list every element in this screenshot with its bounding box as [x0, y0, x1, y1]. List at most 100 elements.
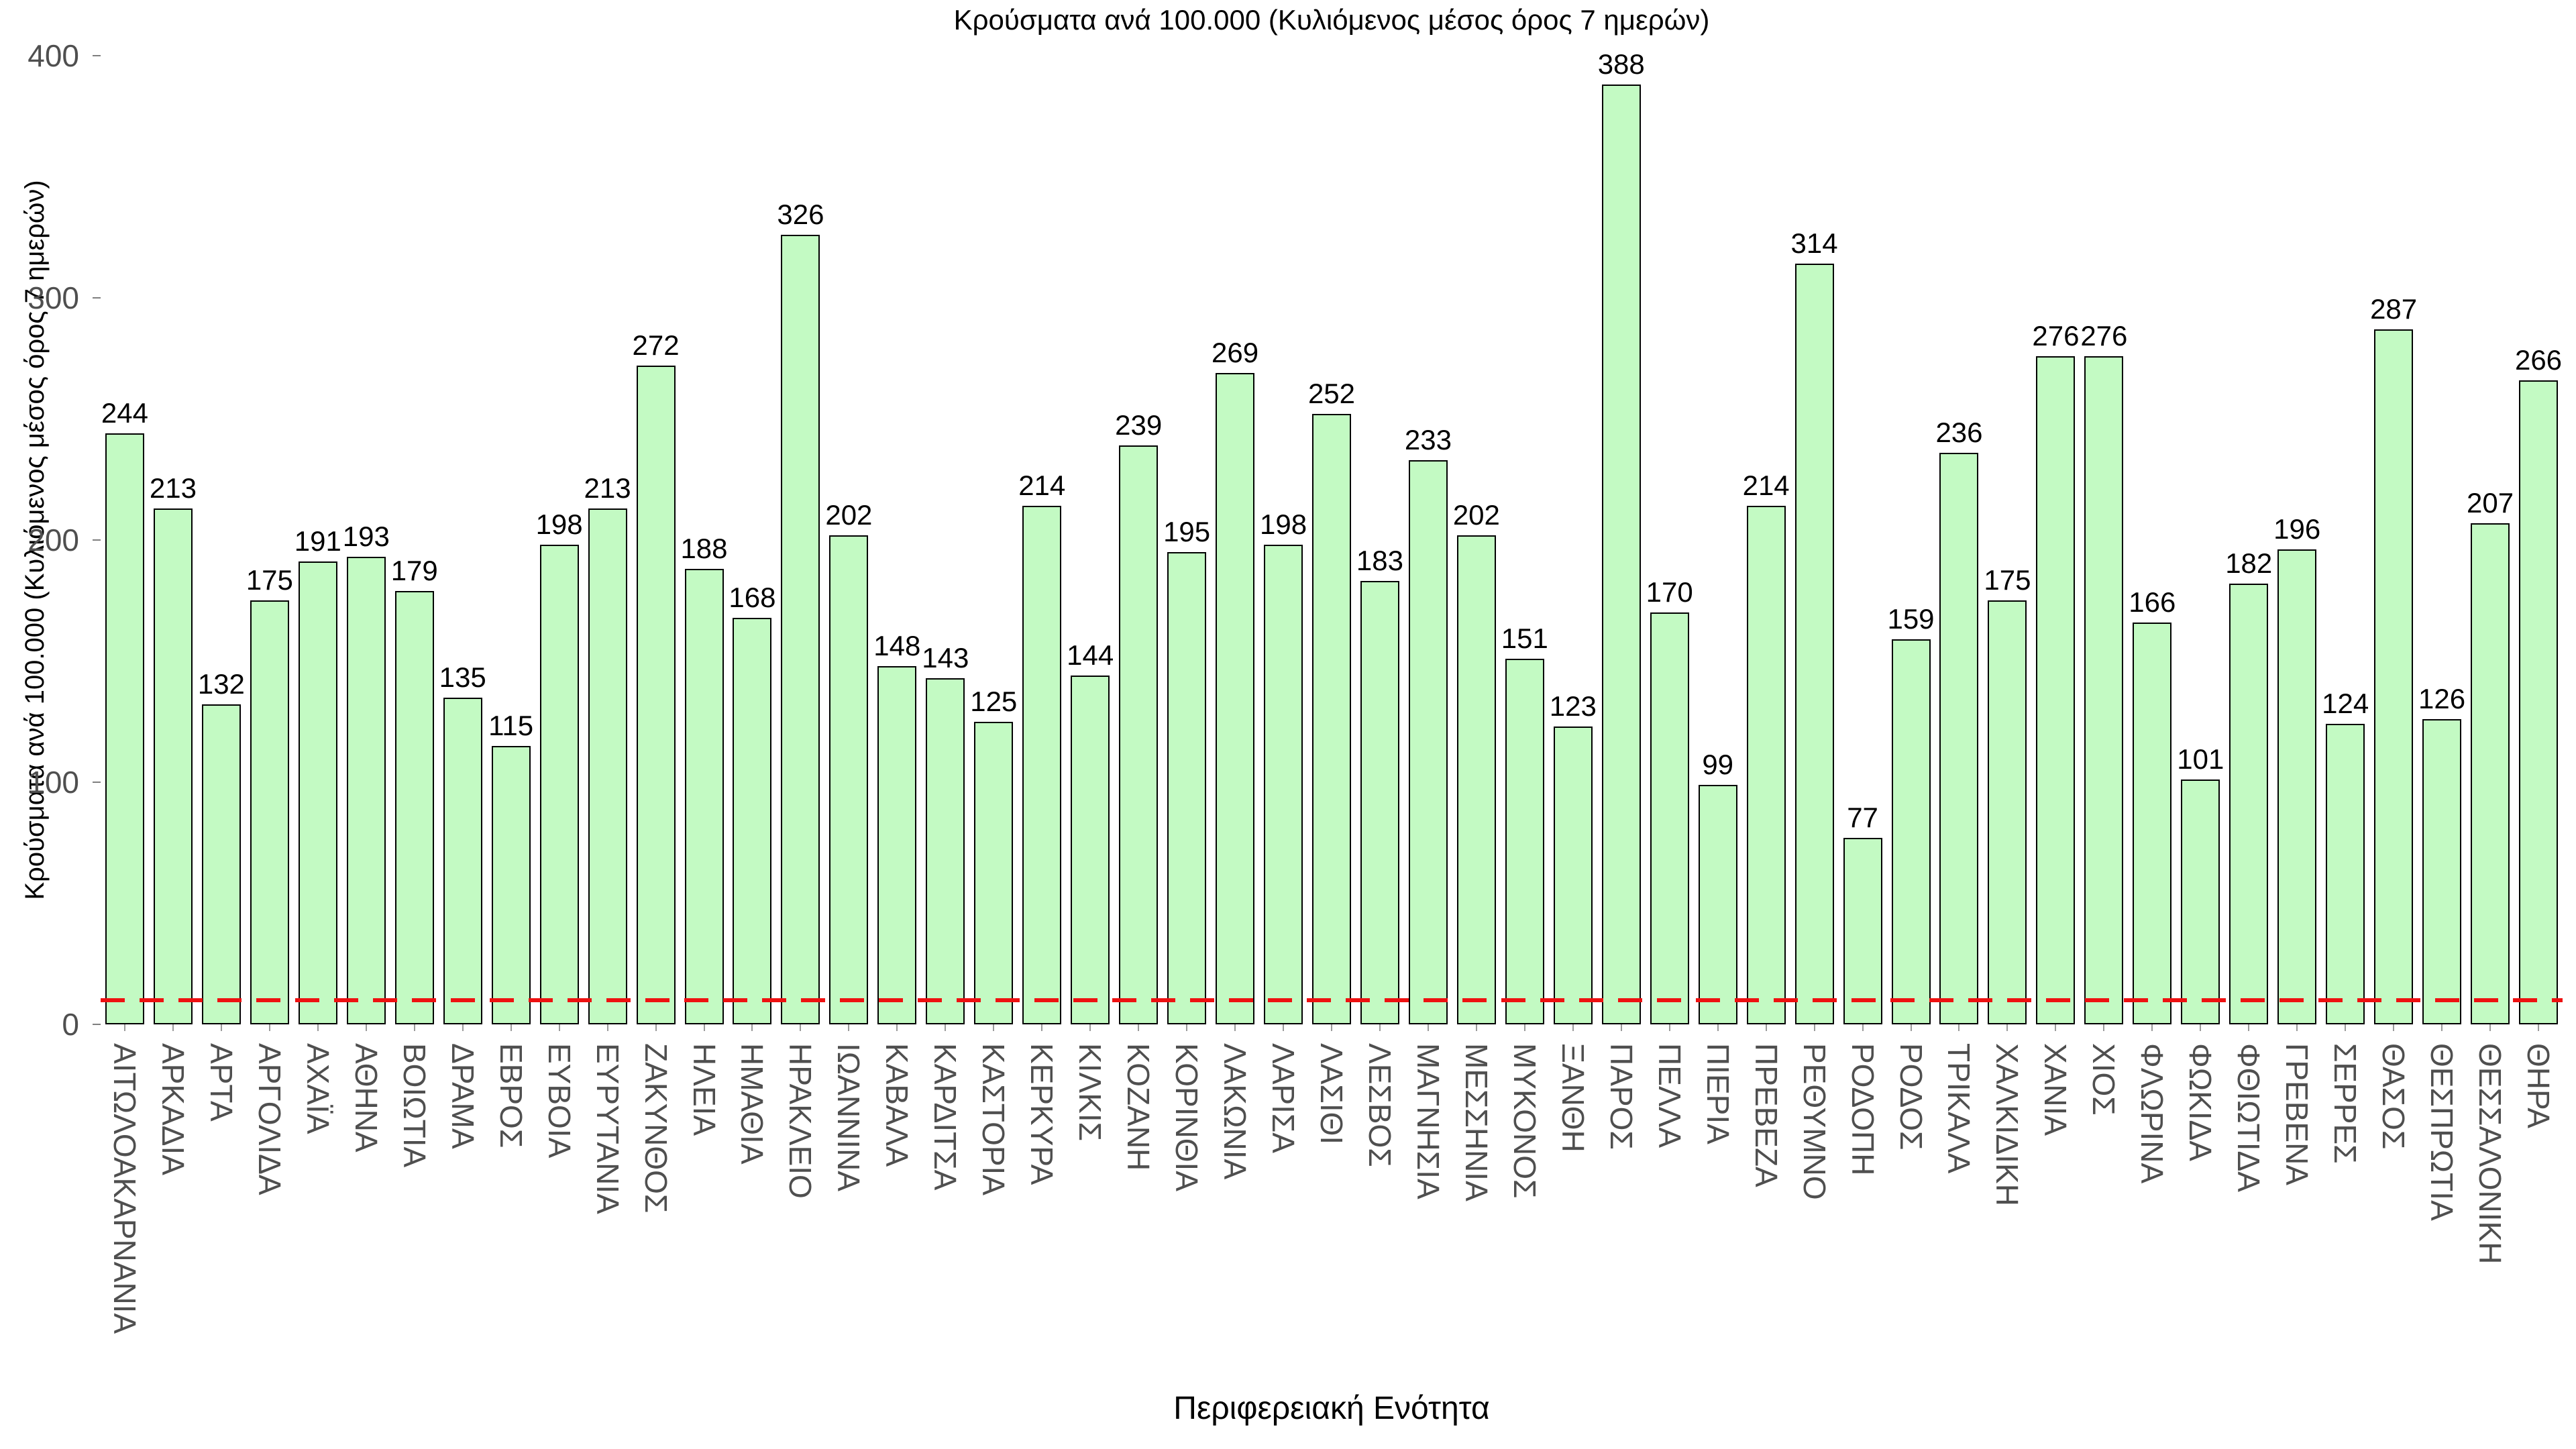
- bar-value-label: 326: [777, 199, 824, 231]
- x-tick-label: ΚΟΡΙΝΘΙΑ: [1169, 1043, 1205, 1191]
- bar-value-label: 148: [873, 629, 921, 661]
- x-tick-mark: [945, 1024, 947, 1031]
- x-tick-mark: [2393, 1024, 2395, 1031]
- bar-value-label: 143: [922, 641, 969, 674]
- y-tick-label: 400: [28, 38, 79, 73]
- bar: [636, 366, 676, 1024]
- bar: [926, 678, 965, 1024]
- bar: [1843, 838, 1882, 1024]
- x-tick-mark: [993, 1024, 995, 1031]
- x-tick-mark: [1910, 1024, 1912, 1031]
- x-tick-mark: [703, 1024, 705, 1031]
- bar-value-label: 276: [2032, 319, 2080, 352]
- x-tick-label: ΔΡΑΜΑ: [445, 1043, 480, 1149]
- x-tick-mark: [1668, 1024, 1670, 1031]
- x-tick-label: ΜΥΚΟΝΟΣ: [1507, 1043, 1542, 1199]
- bar-value-label: 213: [584, 472, 631, 504]
- x-tick-mark: [2296, 1024, 2298, 1031]
- x-tick-label: ΞΑΝΘΗ: [1555, 1043, 1591, 1152]
- x-tick-mark: [2248, 1024, 2250, 1031]
- bar-value-label: 124: [2322, 688, 2369, 720]
- x-tick-label: ΗΛΕΙΑ: [686, 1043, 722, 1136]
- x-tick-mark: [1572, 1024, 1574, 1031]
- x-tick-mark: [1186, 1024, 1188, 1031]
- y-tick-mark: [93, 782, 101, 783]
- x-tick-mark: [1089, 1024, 1091, 1031]
- x-tick-label: ΕΥΡΥΤΑΝΙΑ: [590, 1043, 625, 1214]
- y-tick-label: 300: [28, 280, 79, 315]
- bar: [829, 535, 869, 1024]
- x-tick-label: ΧΑΝΙΑ: [2038, 1043, 2074, 1136]
- x-tick-label: ΙΩΑΝΝΙΝΑ: [831, 1043, 867, 1191]
- x-tick-label: ΛΑΡΙΣΑ: [1266, 1043, 1301, 1153]
- x-tick-label: ΜΕΣΣΗΝΙΑ: [1458, 1043, 1494, 1201]
- x-tick-mark: [510, 1024, 512, 1031]
- bar: [1746, 506, 1786, 1024]
- x-tick-mark: [317, 1024, 319, 1031]
- bar: [539, 545, 579, 1024]
- x-tick-mark: [1958, 1024, 1960, 1031]
- bar-value-label: 269: [1212, 336, 1259, 368]
- x-tick-label: ΑΙΤΩΛΟΑΚΑΡΝΑΝΙΑ: [107, 1043, 142, 1334]
- x-tick-label: ΚΑΣΤΟΡΙΑ: [976, 1043, 1012, 1195]
- x-tick-label: ΛΑΣΙΘΙ: [1314, 1043, 1349, 1145]
- bar: [1553, 726, 1593, 1024]
- x-tick-mark: [413, 1024, 415, 1031]
- x-tick-mark: [1717, 1024, 1719, 1031]
- x-tick-mark: [2538, 1024, 2540, 1031]
- threshold-line: [101, 998, 2563, 1002]
- x-tick-label: ΘΗΡΑ: [2521, 1043, 2557, 1128]
- x-tick-mark: [123, 1024, 125, 1031]
- x-tick-label: ΑΡΓΟΛΙΔΑ: [252, 1043, 287, 1195]
- x-tick-label: ΗΡΑΚΛΕΙΟ: [783, 1043, 818, 1199]
- x-tick-mark: [896, 1024, 898, 1031]
- x-tick-label: ΚΙΛΚΙΣ: [1073, 1043, 1108, 1142]
- bar-value-label: 244: [101, 397, 148, 429]
- x-tick-label: ΠΡΕΒΕΖΑ: [1748, 1043, 1784, 1187]
- bar: [1360, 581, 1399, 1024]
- x-tick-label: ΑΡΚΑΔΙΑ: [155, 1043, 191, 1175]
- bar-value-label: 207: [2467, 486, 2514, 519]
- x-tick-label: ΡΕΘΥΜΝΟ: [1796, 1043, 1832, 1200]
- bar: [1601, 85, 1641, 1024]
- bar: [443, 697, 482, 1024]
- bar-value-label: 179: [390, 554, 438, 586]
- bar-value-label: 191: [294, 525, 341, 557]
- x-tick-mark: [655, 1024, 657, 1031]
- y-tick-label: 100: [28, 765, 79, 800]
- bar: [877, 665, 917, 1024]
- bar-value-label: 166: [2129, 586, 2176, 618]
- bar-value-label: 388: [1597, 48, 1645, 80]
- bar-value-label: 252: [1307, 378, 1356, 410]
- x-tick-mark: [220, 1024, 222, 1031]
- bar: [2471, 523, 2510, 1024]
- bar-value-label: 77: [1847, 802, 1878, 834]
- bar: [1408, 460, 1448, 1024]
- x-tick-label: ΖΑΚΥΝΘΟΣ: [638, 1043, 674, 1214]
- x-tick-label: ΗΜΑΘΙΑ: [735, 1043, 770, 1165]
- x-tick-mark: [848, 1024, 850, 1031]
- x-tick-mark: [1379, 1024, 1381, 1031]
- bar-value-label: 132: [197, 668, 245, 700]
- bar-value-label: 123: [1549, 690, 1597, 722]
- bar-value-label: 170: [1646, 576, 1693, 608]
- x-tick-mark: [172, 1024, 174, 1031]
- bar: [2084, 356, 2124, 1024]
- x-tick-label: ΦΘΙΩΤΙΔΑ: [2231, 1043, 2267, 1192]
- bar-value-label: 101: [2177, 743, 2224, 775]
- bar-value-label: 196: [2273, 513, 2321, 545]
- bar-value-label: 115: [488, 709, 534, 741]
- bar-value-label: 159: [1887, 603, 1935, 635]
- bar: [1216, 372, 1255, 1024]
- x-tick-label: ΧΙΟΣ: [2086, 1043, 2122, 1116]
- x-tick-mark: [2200, 1024, 2202, 1031]
- bar: [394, 590, 434, 1024]
- y-tick-mark: [93, 55, 101, 56]
- x-tick-label: ΠΕΛΛΑ: [1652, 1043, 1687, 1148]
- x-axis-label: Περιφερειακή Ενότητα: [1173, 1391, 1490, 1426]
- x-tick-label: ΤΡΙΚΑΛΑ: [1941, 1043, 1977, 1174]
- bar-value-label: 314: [1790, 227, 1838, 260]
- bar: [2277, 549, 2317, 1024]
- bar: [1071, 676, 1110, 1024]
